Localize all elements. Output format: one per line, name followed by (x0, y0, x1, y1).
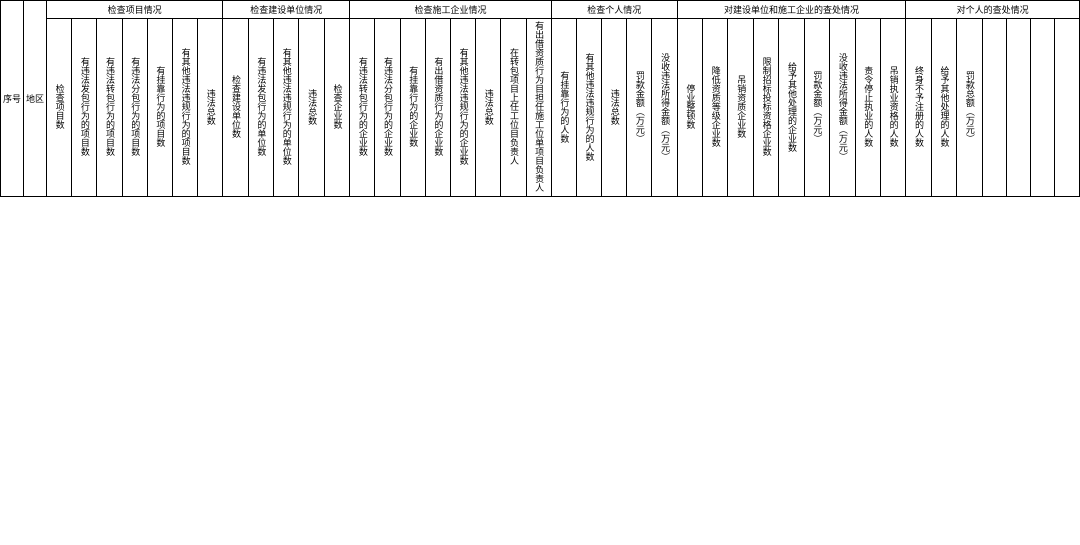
column-header-cell: 检查企业数 (324, 19, 349, 197)
column-header-cell: 违法总数 (198, 19, 223, 197)
column-header-cell: 吊销资质企业数 (728, 19, 753, 197)
column-header-cell: 违法总数 (602, 19, 627, 197)
column-header-cell: 有挂靠行为的企业数 (400, 19, 425, 197)
column-header-cell: 没收违法所得金额（万元） (830, 19, 855, 197)
column-header-cell: 有其他违法违规行为的人数 (576, 19, 601, 197)
column-header-cell: 责令停止执业的人数 (855, 19, 880, 197)
column-header-cell: 有违法发包行为的单位数 (248, 19, 273, 197)
column-header-cell: 有违法转包行为的项目数 (97, 19, 122, 197)
column-header-cell (1031, 19, 1055, 197)
column-header-cell: 有违法分包行为的项目数 (122, 19, 147, 197)
column-header-cell: 有出借资质行为目担任施工位单项目负责人 (526, 19, 551, 197)
column-header-cell: 终身不予注册的人数 (906, 19, 931, 197)
group-header-cell: 检查施工企业情况 (350, 1, 552, 19)
group-header-cell: 检查项目情况 (47, 1, 223, 19)
column-header-cell: 地区 (24, 1, 47, 197)
column-header-row: 检查项目数有违法发包行为的项目数有违法转包行为的项目数有违法分包行为的项目数有挂… (1, 19, 1080, 197)
column-header-cell: 没收违法所得金额（万元） (652, 19, 677, 197)
group-header-cell: 检查建设单位情况 (223, 1, 350, 19)
group-header-cell: 检查个人情况 (551, 1, 677, 19)
column-header-cell: 给予其他处理的人数 (931, 19, 956, 197)
column-header-cell: 违法总数 (299, 19, 324, 197)
column-header-cell (1055, 19, 1080, 197)
column-header-cell: 有出借资质行为的企业数 (425, 19, 450, 197)
column-header-cell: 有其他违法违规行为的单位数 (274, 19, 299, 197)
table-scroll-wrap: { "table":{ "groupHeaders":[ {"label":""… (0, 0, 1080, 197)
column-header-cell: 有挂靠行为的项目数 (147, 19, 172, 197)
column-header-cell: 罚款金额（万元） (627, 19, 652, 197)
column-header-cell: 检查项目数 (47, 19, 72, 197)
column-header-cell: 罚款总额（万元） (957, 19, 982, 197)
data-table: 序号地区检查项目情况检查建设单位情况检查施工企业情况检查个人情况对建设单位和施工… (0, 0, 1080, 197)
group-header-cell: 对个人的查处情况 (906, 1, 1080, 19)
table-head: 序号地区检查项目情况检查建设单位情况检查施工企业情况检查个人情况对建设单位和施工… (1, 1, 1080, 197)
column-header-cell: 给予其他处理的企业数 (779, 19, 804, 197)
column-header-cell: 违法总数 (476, 19, 501, 197)
column-header-cell: 罚款金额（万元） (804, 19, 829, 197)
column-header-cell (982, 19, 1006, 197)
column-header-cell: 有挂靠行为的人数 (551, 19, 576, 197)
group-header-cell: 对建设单位和施工企业的查处情况 (677, 1, 906, 19)
column-header-cell (1006, 19, 1030, 197)
column-header-cell: 有其他违法违规行为的项目数 (172, 19, 197, 197)
column-header-cell: 有违法发包行为的项目数 (72, 19, 97, 197)
column-header-cell: 检查建设单位数 (223, 19, 248, 197)
column-header-cell: 停业整顿数 (677, 19, 702, 197)
column-header-cell: 降低资质等级企业数 (703, 19, 728, 197)
column-header-cell: 吊销执业资格的人数 (880, 19, 905, 197)
column-header-cell: 在转包项目上任工位目负责人 (501, 19, 526, 197)
column-header-cell: 限制招标投标资格企业数 (753, 19, 778, 197)
column-header-cell: 有其他违法违规行为的企业数 (450, 19, 475, 197)
column-header-cell: 有违法分包行为的企业数 (375, 19, 400, 197)
group-header-row: 序号地区检查项目情况检查建设单位情况检查施工企业情况检查个人情况对建设单位和施工… (1, 1, 1080, 19)
column-header-cell: 序号 (1, 1, 24, 197)
column-header-cell: 有违法转包行为的企业数 (350, 19, 375, 197)
